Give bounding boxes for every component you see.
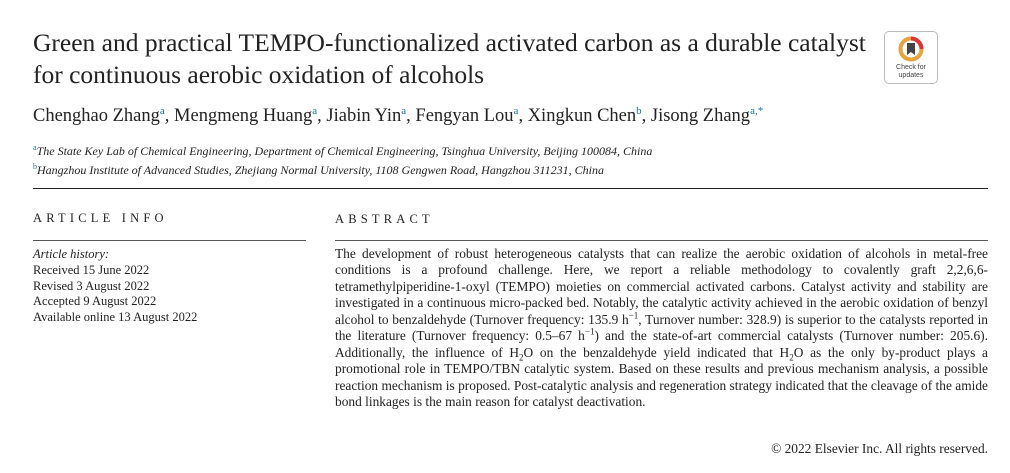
divider [335,240,988,241]
history-item: Accepted 9 August 2022 [33,294,157,309]
subscript: 2 [519,352,524,363]
superscript: a [312,105,318,117]
section-heading: ARTICLE INFO [33,211,168,225]
copyright: © 2022 Elsevier Inc. All rights reserved… [771,441,988,456]
author-list: Chenghao Zhanga, Mengmeng Huanga, Jiabin… [33,105,763,127]
text-run: Hangzhou Institute of Advanced Studies, … [37,163,604,177]
subscript: 2 [789,352,794,363]
history-label: Article history: [33,247,110,261]
superscript: a [159,105,165,117]
superscript: −1 [628,310,639,321]
text-run: , Jiabin Yin [317,106,402,127]
divider [33,240,306,241]
text-run: The development of robust heterogeneous … [335,246,988,327]
text-run: , Jisong Zhang [641,106,751,127]
abstract-text: The development of robust heterogeneous … [335,246,988,411]
affiliation: aThe State Key Lab of Chemical Engineeri… [33,140,652,159]
badge-label: Check for updates [896,64,926,79]
article-history: Article history: Received 15 June 2022 R… [33,247,197,326]
history-item: Revised 3 August 2022 [33,278,150,293]
superscript: a [513,105,519,117]
affiliation: bHangzhou Institute of Advanced Studies,… [33,159,652,178]
check-updates-badge[interactable]: Check for updates [884,31,938,84]
history-item: Received 15 June 2022 [33,262,150,277]
badge-icon [898,36,924,62]
history-item: Available online 13 August 2022 [33,310,198,325]
text-run: ) and the state-of-art commercial cataly… [335,328,988,360]
text-run: , Xingkun Chen [518,106,637,127]
text-run: , Turnover number: 328.9) is superior to… [335,311,988,344]
text-run: The State Key Lab of Chemical Engineerin… [36,144,653,158]
section-heading: ABSTRACT [335,212,434,226]
superscript: −1 [584,326,595,337]
text-run: Chenghao Zhang [33,106,160,127]
text-run: , Fengyan Lou [406,106,514,127]
superscript: a [401,105,407,117]
superscript: a [33,143,37,152]
superscript: b [636,105,642,117]
text-run: O on the benzaldehyde yield indicated th… [523,344,790,360]
text-run: O as the only by-product plays a promoti… [335,344,988,410]
text-run: , Mengmeng Huang [164,106,313,127]
article-title: Green and practical TEMPO-functionalized… [33,28,866,89]
superscript: b [33,162,37,171]
superscript: a,* [750,105,764,117]
affiliations: aThe State Key Lab of Chemical Engineeri… [33,140,652,178]
divider [33,188,988,189]
